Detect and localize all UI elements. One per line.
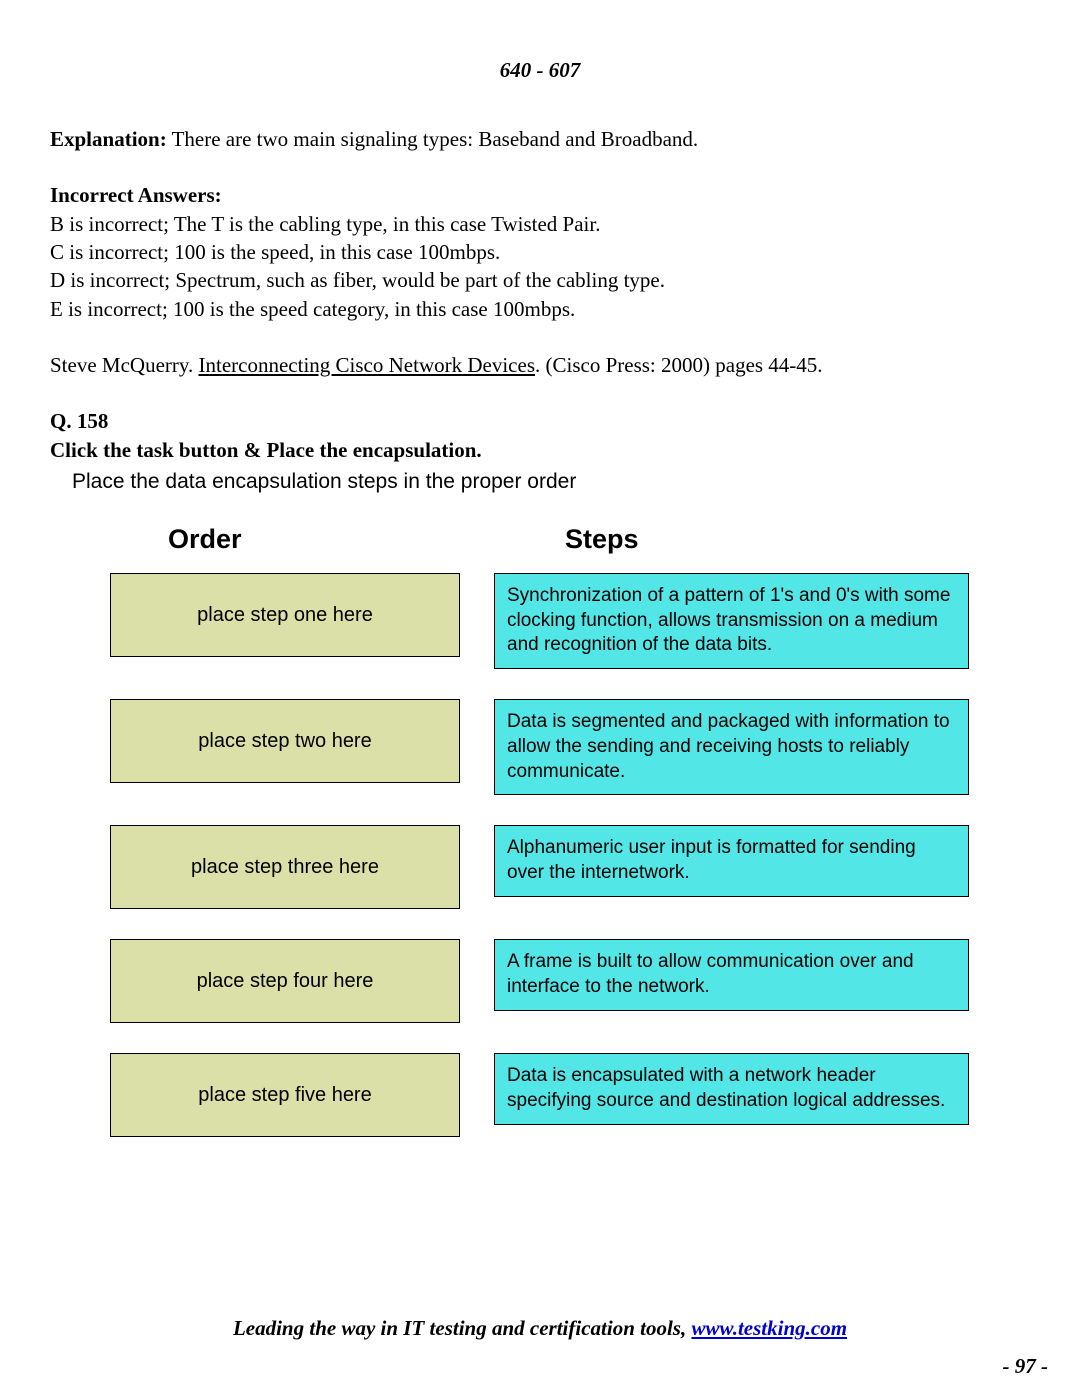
page: 640 - 607 Explanation: There are two mai…: [0, 0, 1080, 1397]
column-headers: Order Steps: [110, 524, 1030, 555]
question-text: Click the task button & Place the encaps…: [50, 436, 1030, 464]
order-drop-target-5[interactable]: place step five here: [110, 1053, 460, 1137]
incorrect-line: B is incorrect; The T is the cabling typ…: [50, 210, 1030, 238]
incorrect-answers-label: Incorrect Answers:: [50, 181, 1030, 209]
question-number: Q. 158: [50, 407, 1030, 435]
order-drop-target-4[interactable]: place step four here: [110, 939, 460, 1023]
explanation-label: Explanation:: [50, 127, 167, 151]
footer-link[interactable]: www.testking.com: [691, 1316, 847, 1340]
explanation-text: There are two main signaling types: Base…: [167, 127, 698, 151]
drag-row: place step four here A frame is built to…: [110, 939, 1030, 1023]
order-drop-target-3[interactable]: place step three here: [110, 825, 460, 909]
drag-row: place step five here Data is encapsulate…: [110, 1053, 1030, 1137]
order-column-header: Order: [110, 524, 510, 555]
step-draggable-3[interactable]: Alphanumeric user input is formatted for…: [494, 825, 969, 896]
drag-instruction: Place the data encapsulation steps in th…: [72, 470, 1030, 494]
footer-lead-text: Leading the way in IT testing and certif…: [233, 1316, 692, 1340]
page-number: - 97 -: [1003, 1354, 1049, 1379]
order-drop-target-1[interactable]: place step one here: [110, 573, 460, 657]
header-exam-code: 640 - 607: [50, 58, 1030, 83]
step-draggable-2[interactable]: Data is segmented and packaged with info…: [494, 699, 969, 795]
drag-row: place step three here Alphanumeric user …: [110, 825, 1030, 909]
incorrect-line: C is incorrect; 100 is the speed, in thi…: [50, 238, 1030, 266]
step-draggable-4[interactable]: A frame is built to allow communication …: [494, 939, 969, 1010]
incorrect-line: E is incorrect; 100 is the speed categor…: [50, 295, 1030, 323]
drag-drop-area: place step one here Synchronization of a…: [110, 573, 1030, 1137]
citation-author: Steve McQuerry.: [50, 353, 199, 377]
footer: Leading the way in IT testing and certif…: [0, 1316, 1080, 1341]
step-draggable-1[interactable]: Synchronization of a pattern of 1's and …: [494, 573, 969, 669]
drag-row: place step one here Synchronization of a…: [110, 573, 1030, 669]
order-drop-target-2[interactable]: place step two here: [110, 699, 460, 783]
step-draggable-5[interactable]: Data is encapsulated with a network head…: [494, 1053, 969, 1124]
steps-column-header: Steps: [510, 524, 639, 555]
citation-title: Interconnecting Cisco Network Devices: [199, 353, 535, 377]
explanation-block: Explanation: There are two main signalin…: [50, 125, 1030, 464]
drag-row: place step two here Data is segmented an…: [110, 699, 1030, 795]
incorrect-line: D is incorrect; Spectrum, such as fiber,…: [50, 266, 1030, 294]
citation: Steve McQuerry. Interconnecting Cisco Ne…: [50, 351, 1030, 379]
citation-rest: . (Cisco Press: 2000) pages 44-45.: [535, 353, 823, 377]
